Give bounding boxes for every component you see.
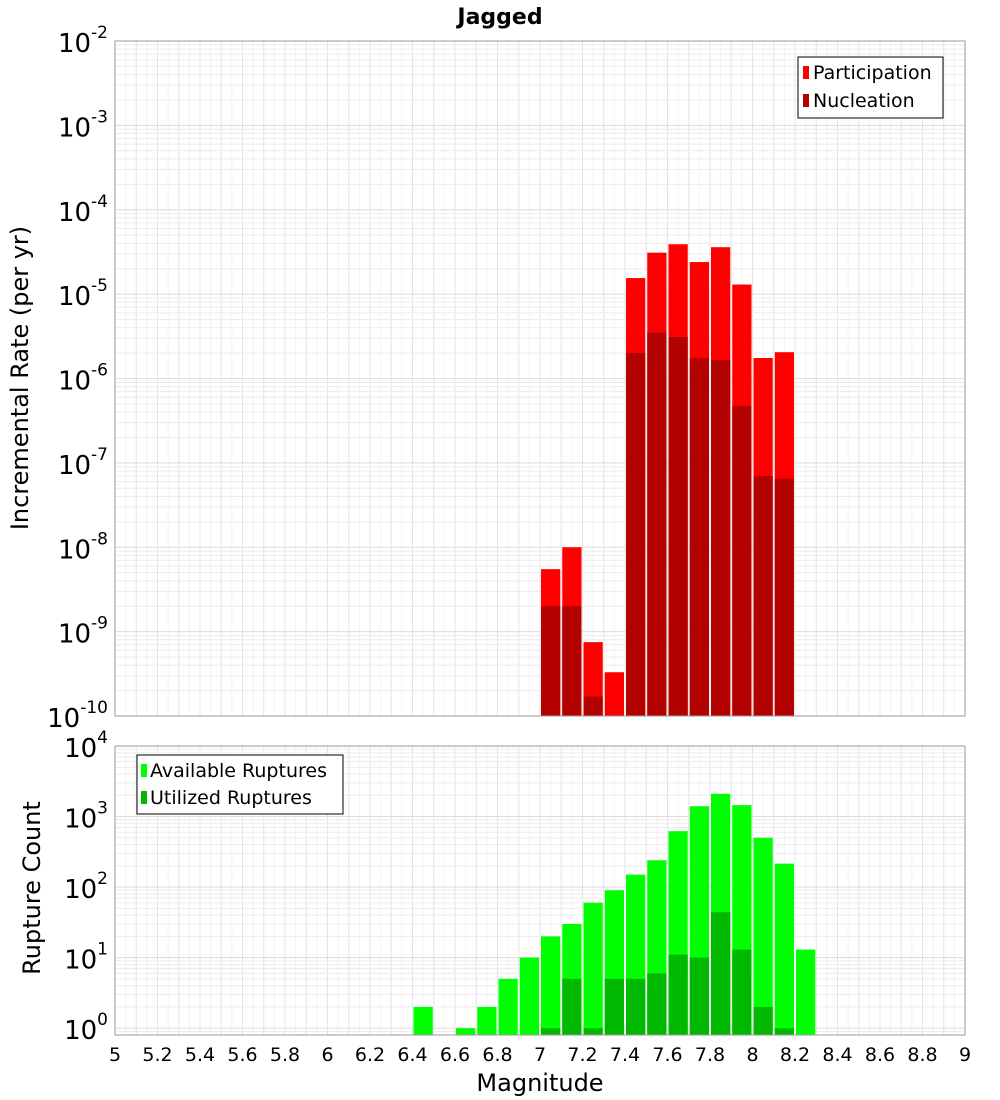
bar-top-nucleation: [753, 475, 773, 716]
top-legend-box: [797, 56, 944, 119]
legend-swatch-nucleation: [803, 94, 809, 107]
bar-top-nucleation: [583, 696, 603, 716]
x-tick-label: 5.6: [227, 1044, 257, 1066]
y-tick-label: 10-8: [58, 529, 108, 565]
x-tick-label: 6.4: [397, 1044, 427, 1066]
bar-top-nucleation: [647, 332, 667, 716]
top-legend: Participation Nucleation: [797, 56, 944, 119]
x-tick-label: 7.8: [695, 1044, 725, 1066]
bar-bottom-utilized-ruptures: [583, 1028, 603, 1035]
x-axis-label: Magnitude: [476, 1069, 603, 1097]
bar-top-nucleation: [668, 337, 688, 716]
bar-bottom-utilized-ruptures: [774, 1028, 794, 1035]
top-plot: 10-10 10-9 10-8 10-7 10-6 10-5 10-4 10-3 10-2 In…: [6, 23, 966, 734]
y-tick-label: 10-4: [58, 192, 108, 228]
bar-top-nucleation: [732, 406, 752, 716]
x-tick-label: 7: [534, 1044, 546, 1066]
x-tick-label: 8.6: [865, 1044, 895, 1066]
y-tick-label: 10-5: [58, 276, 108, 312]
bar-bottom-utilized-ruptures: [541, 1028, 561, 1035]
top-bars: [541, 244, 794, 717]
chart-title: Jagged: [455, 5, 542, 30]
bar-top-nucleation: [774, 478, 794, 716]
legend-label-utilized: Utilized Ruptures: [150, 787, 312, 809]
y-tick-label: 101: [64, 940, 108, 976]
bottom-plot: 100 101 102 103 104 5 5.2 5.4 5.6 5.8 6 6.2 6.4 6.6 6…: [18, 728, 971, 1097]
bottom-plot-border: [114, 745, 966, 1036]
bar-bottom-available-ruptures: [774, 863, 794, 1035]
y-tick-label: 10-3: [58, 107, 108, 143]
bar-bottom-available-ruptures: [541, 936, 561, 1035]
top-grid: [114, 40, 966, 717]
bar-top-participation: [604, 672, 624, 716]
bottom-legend: Available Ruptures Utilized Ruptures: [136, 754, 344, 815]
bottom-grid: [114, 745, 966, 1036]
x-tick-label: 5.2: [142, 1044, 172, 1066]
bar-bottom-available-ruptures: [456, 1028, 476, 1035]
x-tick-label: 5.4: [185, 1044, 215, 1066]
bar-bottom-available-ruptures: [796, 949, 816, 1035]
y-tick-label: 100: [64, 1010, 108, 1046]
bar-bottom-available-ruptures: [413, 1006, 433, 1035]
y-tick-label: 104: [64, 728, 108, 764]
bar-bottom-available-ruptures: [498, 978, 518, 1035]
legend-swatch-available: [141, 764, 147, 777]
bar-top-nucleation: [562, 606, 582, 716]
bar-bottom-utilized-ruptures: [604, 978, 624, 1035]
y-tick-label: 103: [64, 799, 108, 835]
bar-bottom-available-ruptures: [583, 902, 603, 1035]
y-tick-label: 10-9: [58, 614, 108, 650]
bottom-y-axis-label: Rupture Count: [18, 801, 46, 975]
bar-bottom-utilized-ruptures: [562, 978, 582, 1035]
bottom-legend-box: [136, 754, 344, 815]
x-tick-label: 7.6: [652, 1044, 682, 1066]
bar-bottom-utilized-ruptures: [732, 949, 752, 1035]
legend-label-participation: Participation: [813, 62, 932, 84]
y-tick-label: 10-10: [47, 698, 108, 734]
x-tick-label: 6.8: [482, 1044, 512, 1066]
x-tick-label: 7.2: [567, 1044, 597, 1066]
bar-bottom-utilized-ruptures: [753, 1006, 773, 1035]
bar-top-nucleation: [689, 357, 709, 716]
bar-bottom-utilized-ruptures: [647, 973, 667, 1035]
x-tick-label: 5: [109, 1044, 121, 1066]
bar-bottom-available-ruptures: [519, 957, 539, 1035]
bar-top-nucleation: [711, 360, 731, 716]
bar-top-nucleation: [541, 606, 561, 716]
x-tick-label: 6.6: [440, 1044, 470, 1066]
top-y-tick-labels: 10-10 10-9 10-8 10-7 10-6 10-5 10-4 10-3 10-2: [47, 23, 108, 734]
y-tick-label: 10-7: [58, 445, 108, 481]
bar-bottom-available-ruptures: [477, 1006, 497, 1035]
legend-swatch-utilized: [141, 791, 147, 804]
x-tick-label: 6.2: [355, 1044, 385, 1066]
top-y-axis-label: Incremental Rate (per yr): [6, 226, 34, 530]
bottom-bars: [413, 793, 816, 1035]
y-tick-label: 10-2: [58, 23, 108, 59]
x-tick-label: 8: [746, 1044, 758, 1066]
bar-bottom-utilized-ruptures: [711, 912, 731, 1035]
bar-bottom-available-ruptures: [753, 837, 773, 1035]
legend-label-nucleation: Nucleation: [813, 90, 915, 112]
bar-bottom-utilized-ruptures: [668, 954, 688, 1035]
bottom-y-tick-labels: 100 101 102 103 104: [64, 728, 108, 1046]
bar-bottom-utilized-ruptures: [689, 957, 709, 1035]
x-tick-label: 8.4: [822, 1044, 852, 1066]
bar-top-nucleation: [626, 353, 646, 716]
x-tick-label: 6: [321, 1044, 333, 1066]
y-tick-label: 102: [64, 869, 108, 905]
bar-bottom-utilized-ruptures: [626, 978, 646, 1035]
legend-label-available: Available Ruptures: [150, 760, 327, 782]
x-tick-label: 7.4: [610, 1044, 640, 1066]
x-tick-label: 5.8: [270, 1044, 300, 1066]
x-tick-labels: 5 5.2 5.4 5.6 5.8 6 6.2 6.4 6.6 6.8 7 7.2 7.4 7.6 7.8 8…: [109, 1044, 971, 1066]
x-tick-label: 8.8: [907, 1044, 937, 1066]
top-plot-border: [114, 40, 966, 717]
legend-swatch-participation: [803, 66, 809, 79]
y-tick-label: 10-6: [58, 361, 108, 397]
x-tick-label: 9: [959, 1044, 971, 1066]
x-tick-label: 8.2: [780, 1044, 810, 1066]
